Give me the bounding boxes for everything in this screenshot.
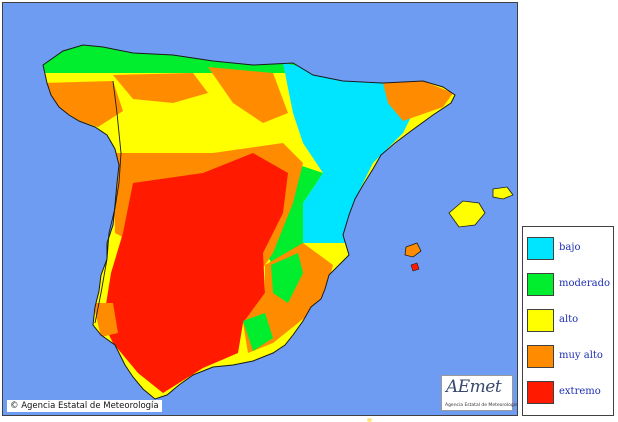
- zone-extreme-core: [103, 153, 288, 393]
- zone-upper-ebro: [208, 67, 288, 123]
- mallorca: [448, 200, 486, 228]
- zone-southeast-green: [271, 253, 303, 303]
- iberian-peninsula-map: [42, 44, 514, 400]
- legend-label: extremo: [559, 386, 601, 397]
- zone-catalonia: [383, 81, 453, 121]
- footer-mark: [367, 418, 372, 422]
- legend-label: muy alto: [559, 350, 603, 361]
- legend: bajo moderado alto muy alto extremo: [522, 226, 614, 416]
- zone-northeast: [283, 63, 423, 243]
- legend-label: bajo: [559, 242, 581, 253]
- legend-swatch: [527, 345, 554, 368]
- legend-item-bajo: bajo: [527, 237, 613, 265]
- legend-item-moderado: moderado: [527, 273, 613, 301]
- portugal-border: [94, 80, 122, 324]
- zone-northwest: [43, 81, 123, 127]
- logo-subtext: Agencia Estatal de Meteorología: [445, 403, 518, 408]
- logo-text: AEmet: [446, 377, 502, 397]
- legend-item-muy-alto: muy alto: [527, 345, 613, 373]
- legend-item-extremo: extremo: [527, 381, 613, 409]
- legend-swatch: [527, 381, 554, 404]
- copyright-text: © Agencia Estatal de Meteorología: [7, 400, 162, 412]
- zone-iberian-system: [265, 163, 323, 265]
- legend-swatch: [527, 309, 554, 332]
- legend-label: moderado: [559, 278, 610, 289]
- menorca: [492, 186, 514, 200]
- aemet-logo: AEmet Agencia Estatal de Meteorología: [441, 375, 517, 411]
- ibiza: [404, 242, 422, 258]
- legend-label: alto: [559, 314, 579, 325]
- legend-swatch: [527, 237, 554, 260]
- zone-huelva-coast: [93, 303, 118, 337]
- zone-sierra-nevada: [243, 313, 273, 351]
- legend-item-alto: alto: [527, 309, 613, 337]
- zone-north-central: [113, 73, 208, 103]
- formentera: [410, 262, 420, 272]
- legend-swatch: [527, 273, 554, 296]
- risk-map: © Agencia Estatal de Meteorología AEmet …: [2, 2, 518, 416]
